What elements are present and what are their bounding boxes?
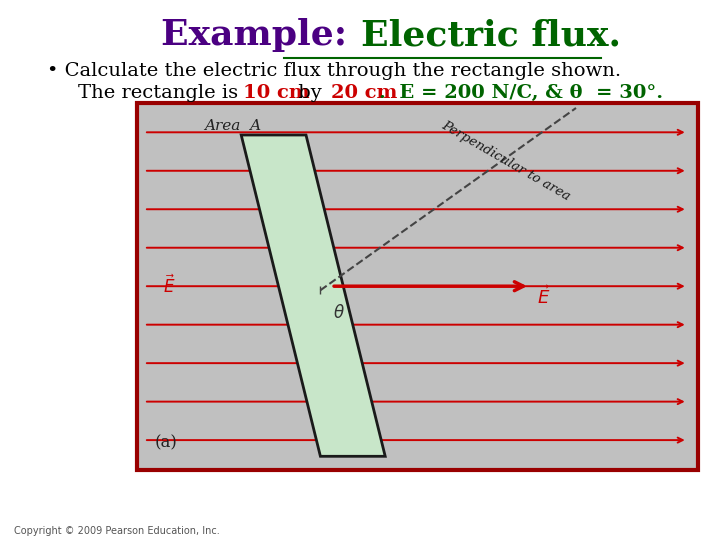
Text: $\theta$: $\theta$ bbox=[333, 303, 345, 322]
Text: $\vec{E}$: $\vec{E}$ bbox=[537, 286, 551, 308]
Text: The rectangle is: The rectangle is bbox=[78, 84, 244, 102]
Text: • Calculate the electric flux through the rectangle shown.: • Calculate the electric flux through th… bbox=[47, 62, 621, 80]
Bar bbox=[137, 103, 698, 470]
Polygon shape bbox=[241, 135, 385, 456]
Text: $\vec{E}$: $\vec{E}$ bbox=[163, 275, 176, 298]
Text: by: by bbox=[292, 84, 328, 102]
Text: Perpendicular to area: Perpendicular to area bbox=[439, 119, 573, 203]
Text: Example:: Example: bbox=[161, 18, 360, 52]
Text: 10 cm: 10 cm bbox=[243, 84, 310, 102]
Text: (a): (a) bbox=[155, 434, 178, 451]
Text: 20 cm: 20 cm bbox=[330, 84, 397, 102]
Text: Electric flux.: Electric flux. bbox=[361, 18, 621, 52]
Text: Copyright © 2009 Pearson Education, Inc.: Copyright © 2009 Pearson Education, Inc. bbox=[14, 525, 220, 536]
Text: .  E = 200 N/C, & θ  = 30°.: . E = 200 N/C, & θ = 30°. bbox=[379, 84, 663, 102]
Text: Area  A: Area A bbox=[204, 119, 261, 133]
